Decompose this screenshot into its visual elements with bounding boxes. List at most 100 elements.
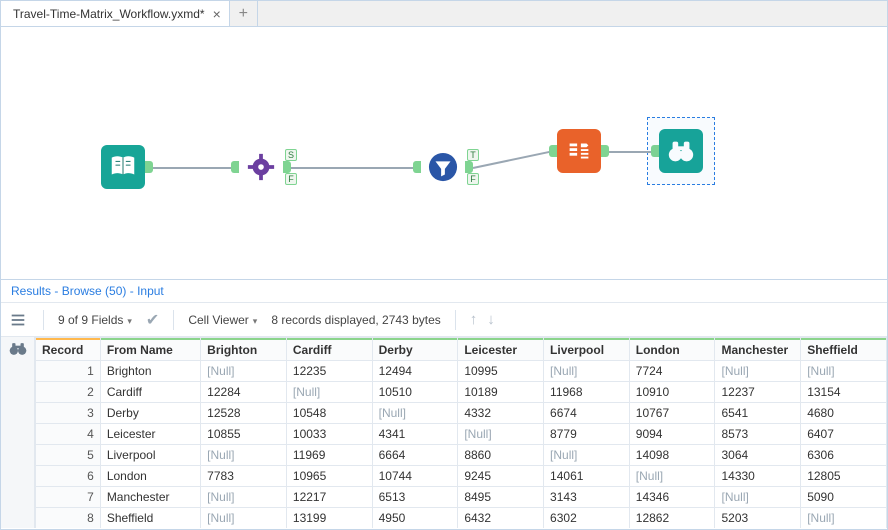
table-cell[interactable]: 12862 xyxy=(629,508,715,529)
table-cell[interactable]: 6302 xyxy=(544,508,630,529)
table-cell[interactable]: 5203 xyxy=(715,508,801,529)
table-cell[interactable]: 14061 xyxy=(544,466,630,487)
check-icon[interactable]: ✔ xyxy=(146,310,159,330)
table-cell[interactable]: [Null] xyxy=(715,487,801,508)
arrow-up-icon[interactable]: ↑ xyxy=(470,311,478,328)
table-cell[interactable]: [Null] xyxy=(544,445,630,466)
table-cell[interactable]: [Null] xyxy=(372,403,458,424)
results-label[interactable]: Results xyxy=(11,284,51,298)
column-header[interactable]: Brighton xyxy=(201,338,287,361)
table-cell[interactable]: 10189 xyxy=(458,382,544,403)
table-cell[interactable]: 4332 xyxy=(458,403,544,424)
new-tab-button[interactable]: + xyxy=(230,1,258,26)
table-cell[interactable]: 10965 xyxy=(286,466,372,487)
table-cell[interactable]: 7724 xyxy=(629,361,715,382)
column-header[interactable]: Derby xyxy=(372,338,458,361)
table-cell[interactable]: 11969 xyxy=(286,445,372,466)
table-cell[interactable]: 4680 xyxy=(801,403,887,424)
table-cell[interactable]: 10995 xyxy=(458,361,544,382)
canvas-node-macro-input[interactable] xyxy=(101,145,145,189)
list-icon[interactable] xyxy=(7,309,29,331)
table-row[interactable]: 8Sheffield[Null]131994950643263021286252… xyxy=(36,508,887,529)
table-cell[interactable]: 6 xyxy=(36,466,101,487)
table-row[interactable]: 7Manchester[Null]1221765138495314314346[… xyxy=(36,487,887,508)
table-cell[interactable]: [Null] xyxy=(715,361,801,382)
table-cell[interactable]: 8573 xyxy=(715,424,801,445)
table-row[interactable]: 5Liverpool[Null]1196966648860[Null]14098… xyxy=(36,445,887,466)
table-cell[interactable]: 8 xyxy=(36,508,101,529)
table-cell[interactable]: 4 xyxy=(36,424,101,445)
close-icon[interactable]: × xyxy=(213,7,221,21)
table-cell[interactable]: [Null] xyxy=(629,466,715,487)
table-cell[interactable]: 10767 xyxy=(629,403,715,424)
table-cell[interactable]: 10910 xyxy=(629,382,715,403)
table-cell[interactable]: 9245 xyxy=(458,466,544,487)
table-cell[interactable]: 3143 xyxy=(544,487,630,508)
table-cell[interactable]: [Null] xyxy=(201,487,287,508)
table-cell[interactable]: 2 xyxy=(36,382,101,403)
table-row[interactable]: 2Cardiff12284[Null]105101018911968109101… xyxy=(36,382,887,403)
table-cell[interactable]: 4341 xyxy=(372,424,458,445)
table-cell[interactable]: 11968 xyxy=(544,382,630,403)
table-cell[interactable]: Manchester xyxy=(100,487,200,508)
table-cell[interactable]: 7783 xyxy=(201,466,287,487)
table-cell[interactable]: [Null] xyxy=(201,508,287,529)
table-cell[interactable]: 12235 xyxy=(286,361,372,382)
table-cell[interactable]: 12284 xyxy=(201,382,287,403)
table-cell[interactable]: 9094 xyxy=(629,424,715,445)
table-cell[interactable]: 12217 xyxy=(286,487,372,508)
table-cell[interactable]: 6306 xyxy=(801,445,887,466)
table-cell[interactable]: 10744 xyxy=(372,466,458,487)
table-cell[interactable]: London xyxy=(100,466,200,487)
table-cell[interactable]: 6541 xyxy=(715,403,801,424)
table-cell[interactable]: 10855 xyxy=(201,424,287,445)
table-cell[interactable]: 10548 xyxy=(286,403,372,424)
table-cell[interactable]: [Null] xyxy=(544,361,630,382)
table-cell[interactable]: 14330 xyxy=(715,466,801,487)
table-cell[interactable]: 8779 xyxy=(544,424,630,445)
table-cell[interactable]: Brighton xyxy=(100,361,200,382)
column-header[interactable]: Manchester xyxy=(715,338,801,361)
table-cell[interactable]: 6513 xyxy=(372,487,458,508)
table-cell[interactable]: 8495 xyxy=(458,487,544,508)
table-cell[interactable]: [Null] xyxy=(801,508,887,529)
table-cell[interactable]: [Null] xyxy=(286,382,372,403)
table-cell[interactable]: 13199 xyxy=(286,508,372,529)
table-cell[interactable]: 6664 xyxy=(372,445,458,466)
table-cell[interactable]: 5090 xyxy=(801,487,887,508)
canvas-node-macro-gear[interactable]: SF xyxy=(239,145,283,189)
column-header[interactable]: Leicester xyxy=(458,338,544,361)
canvas-node-crosstab[interactable] xyxy=(557,129,601,173)
table-cell[interactable]: [Null] xyxy=(801,361,887,382)
column-header[interactable]: Cardiff xyxy=(286,338,372,361)
table-cell[interactable]: Liverpool xyxy=(100,445,200,466)
table-cell[interactable]: 6407 xyxy=(801,424,887,445)
table-cell[interactable]: 4950 xyxy=(372,508,458,529)
table-cell[interactable]: 6674 xyxy=(544,403,630,424)
table-cell[interactable]: 1 xyxy=(36,361,101,382)
table-cell[interactable]: Sheffield xyxy=(100,508,200,529)
table-cell[interactable]: 10510 xyxy=(372,382,458,403)
table-cell[interactable]: 3 xyxy=(36,403,101,424)
fields-dropdown[interactable]: 9 of 9 Fields▾ xyxy=(58,313,132,327)
column-header[interactable]: Liverpool xyxy=(544,338,630,361)
table-row[interactable]: 3Derby1252810548[Null]433266741076765414… xyxy=(36,403,887,424)
column-header[interactable]: From Name xyxy=(100,338,200,361)
column-header[interactable]: Sheffield xyxy=(801,338,887,361)
table-cell[interactable]: 12237 xyxy=(715,382,801,403)
arrow-down-icon[interactable]: ↓ xyxy=(487,311,495,328)
table-cell[interactable]: 7 xyxy=(36,487,101,508)
binoculars-icon[interactable] xyxy=(8,339,28,359)
table-cell[interactable]: [Null] xyxy=(458,424,544,445)
table-cell[interactable]: 5 xyxy=(36,445,101,466)
table-cell[interactable]: 10033 xyxy=(286,424,372,445)
table-cell[interactable]: [Null] xyxy=(201,445,287,466)
table-row[interactable]: 1Brighton[Null]122351249410995[Null]7724… xyxy=(36,361,887,382)
column-header[interactable]: Record xyxy=(36,338,101,361)
table-cell[interactable]: [Null] xyxy=(201,361,287,382)
results-table-wrap[interactable]: RecordFrom NameBrightonCardiffDerbyLeice… xyxy=(35,337,887,528)
table-cell[interactable]: Cardiff xyxy=(100,382,200,403)
table-cell[interactable]: 8860 xyxy=(458,445,544,466)
table-cell[interactable]: 14098 xyxy=(629,445,715,466)
results-tool-label[interactable]: Browse (50) xyxy=(62,284,127,298)
